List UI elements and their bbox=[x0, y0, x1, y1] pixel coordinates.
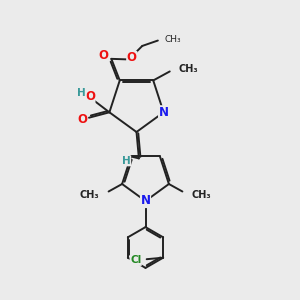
Text: N: N bbox=[140, 194, 151, 208]
Text: Cl: Cl bbox=[130, 255, 141, 266]
Text: O: O bbox=[98, 49, 108, 62]
Text: CH₃: CH₃ bbox=[179, 64, 198, 74]
Text: N: N bbox=[159, 106, 169, 119]
Text: O: O bbox=[77, 113, 87, 126]
Text: CH₃: CH₃ bbox=[80, 190, 100, 200]
Text: CH₃: CH₃ bbox=[164, 34, 181, 43]
Text: O: O bbox=[127, 51, 137, 64]
Text: O: O bbox=[85, 90, 95, 103]
Text: H: H bbox=[77, 88, 86, 98]
Text: CH₃: CH₃ bbox=[191, 190, 211, 200]
Text: H: H bbox=[122, 156, 131, 166]
